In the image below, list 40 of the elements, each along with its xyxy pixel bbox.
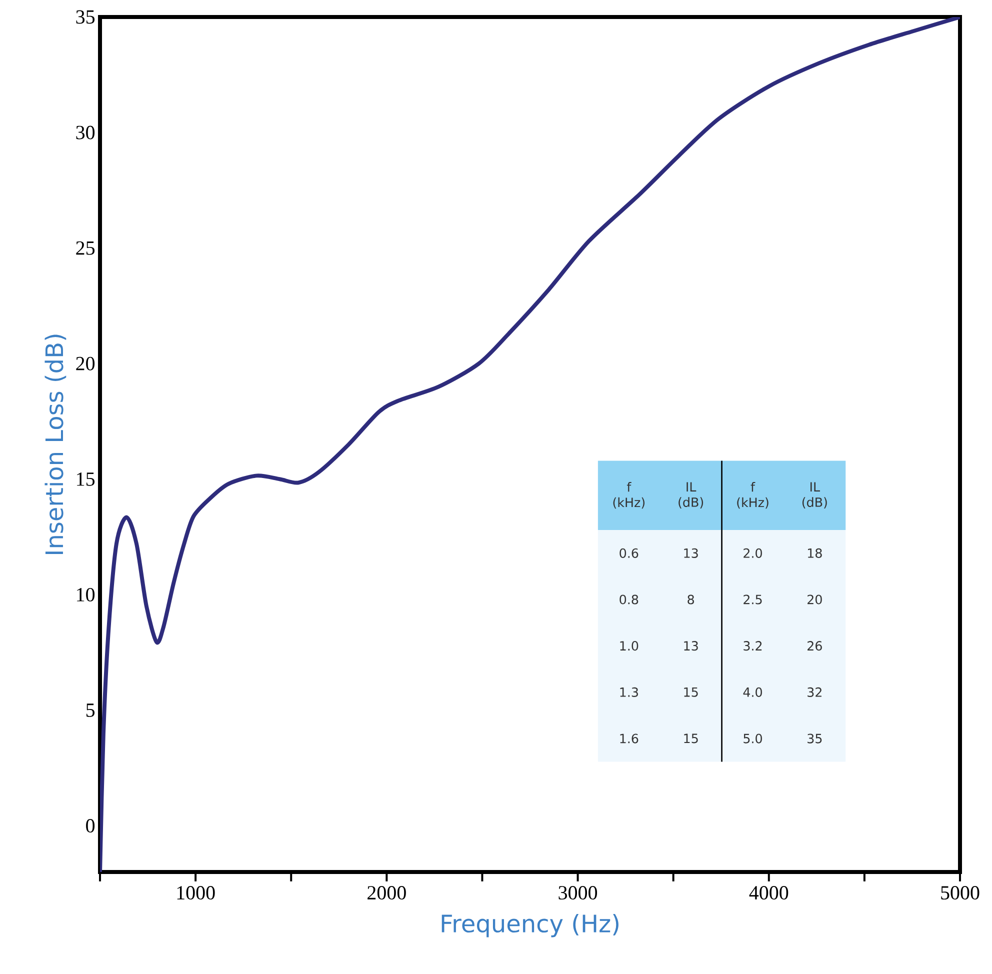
x-tick-label: 3000 [558,886,598,900]
x-tick-label: 1000 [177,886,215,900]
y-axis-title: Insertion Loss (dB) [44,334,66,554]
x-tick-label: 2000 [368,886,406,900]
annotation: 2.0 [744,548,762,558]
annotation: 0.6 [620,548,638,558]
y-tick-label: 25 [76,241,95,255]
line-series [100,16,960,872]
x-tick-label: 4000 [749,886,788,900]
annotation: 0.8 [620,594,638,604]
annotation: 15 [684,734,698,744]
annotation: 2.5 [744,594,762,604]
annotation: IL (dB) [802,482,827,508]
annotation: 5.0 [744,734,762,744]
annotation: IL (dB) [678,482,704,508]
annotation: 1.0 [620,641,638,651]
y-tick-label: 5 [86,704,95,717]
annotation: f (kHz) [737,482,768,509]
annotation: 1.6 [620,734,638,744]
x-axis-title: Frequency (Hz) [442,914,618,938]
annotation: 35 [808,734,822,744]
annotation: 18 [808,548,822,558]
annotation: 13 [684,548,698,558]
y-tick-label: 15 [77,472,95,486]
annotation: 1.3 [620,687,638,697]
y-tick-label: 0 [86,819,95,833]
x-tick-label: 5000 [941,886,980,900]
annotation: f (kHz) [613,482,645,509]
y-tick-label: 10 [77,588,95,602]
annotation: 26 [808,641,822,651]
y-tick-label: 30 [76,126,95,140]
annotation: 4.0 [743,687,762,697]
annotation: 20 [808,594,822,604]
annotation: 15 [684,687,698,697]
annotation: 32 [808,687,822,697]
y-tick-label: 35 [76,10,95,24]
annotation: 3.2 [744,641,762,651]
annotation: 8 [688,594,694,604]
annotation: 13 [684,641,698,651]
y-tick-label: 20 [76,356,95,370]
